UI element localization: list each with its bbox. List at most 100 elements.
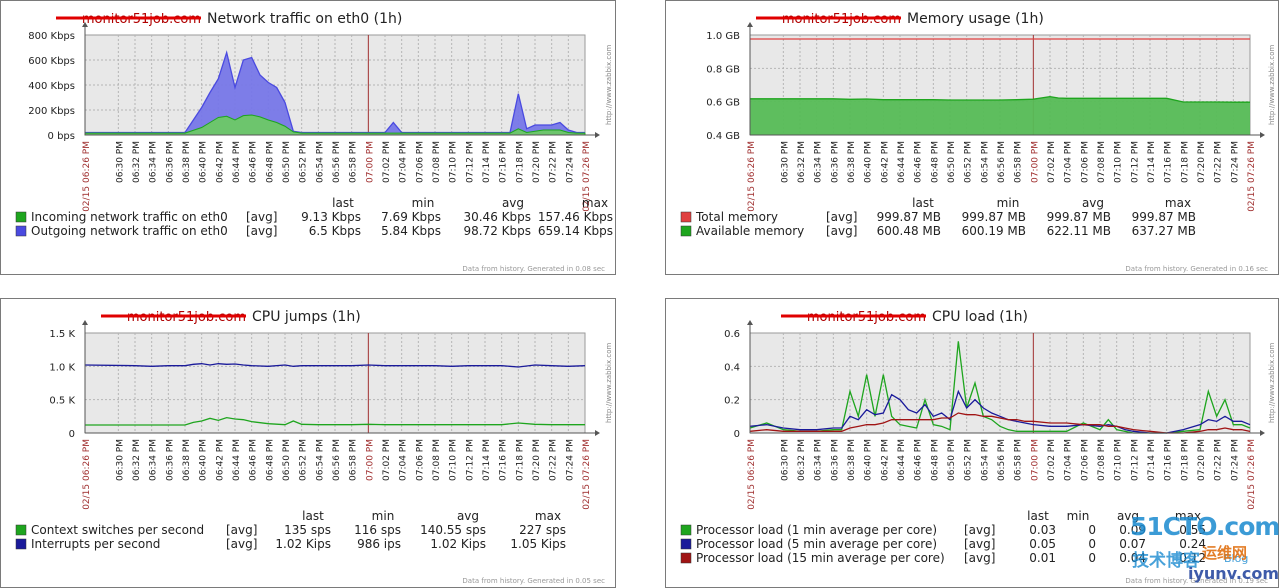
legend-header-min: min [997,196,1020,210]
x-tick-label: 07:20 PM [532,439,542,481]
x-tick-label: 07:02 PM [382,141,392,183]
x-tick-label: 06:48 PM [930,141,940,183]
y-tick-label: 1.0 K [49,362,75,373]
chart-panel-network: monitor51job.comNetwork traffic on eth0 … [0,0,616,275]
x-tick-label: 07:02 PM [382,439,392,481]
y-tick-label: 0.8 GB [706,64,740,75]
x-tick-label: 07:10 PM [449,439,459,481]
legend-avg: 999.87 MB [1047,210,1111,224]
y-tick-label: 0.6 [724,329,740,340]
x-tick-label: 06:34 PM [814,141,824,183]
x-tick-label: 07:00 PM [365,141,375,183]
x-tick-label: 07:12 PM [465,141,475,183]
x-tick-label: 06:50 PM [282,141,292,183]
x-tick-label: 07:24 PM [565,439,575,481]
legend-swatch [15,211,27,223]
y-tick-label: 0 bps [48,131,75,142]
watermark-sub4: iyunv.com [1188,564,1279,583]
x-tick-label: 06:34 PM [149,439,159,481]
y-tick-label: 800 Kbps [28,31,75,42]
legend-max: 0.12 [1179,551,1206,565]
x-tick-label: 07:08 PM [432,439,442,481]
legend-max: 0.55 [1179,523,1206,537]
x-tick-label: 06:46 PM [914,141,924,183]
y-tick-label: 200 Kbps [28,106,75,117]
legend-series-name: Incoming network traffic on eth0 [31,210,228,224]
chart-footer: Data from history. Generated in 0.16 sec [1125,265,1268,273]
x-tick-label: 06:44 PM [897,439,907,481]
x-tick-label: 02/15 07:26 PM [1247,141,1257,212]
legend-min: 7.69 Kbps [381,210,441,224]
y-axis-arrow [82,320,88,325]
x-tick-label: 02/15 07:26 PM [582,141,592,212]
y-tick-label: 400 Kbps [28,81,75,92]
x-tick-label: 07:10 PM [449,141,459,183]
x-tick-label: 07:16 PM [1164,439,1174,481]
x-axis-arrow [1260,132,1265,138]
legend-last: 6.5 Kbps [309,224,361,238]
x-tick-label: 07:12 PM [1130,439,1140,481]
legend-header-avg: avg [502,196,524,210]
x-tick-label: 06:54 PM [980,439,990,481]
y-tick-label: 1.0 GB [706,31,740,42]
legend-avg: 1.02 Kips [430,537,486,551]
legend-header-last: last [1027,509,1049,523]
x-tick-label: 06:30 PM [115,439,125,481]
series-line [85,417,585,426]
legend-series-name: Processor load (1 min average per core) [696,523,937,537]
x-tick-label: 02/15 06:26 PM [82,141,92,212]
x-tick-label: 06:38 PM [847,439,857,481]
legend-avg: 140.55 sps [420,523,486,537]
legend-min: 0 [1088,523,1096,537]
legend-avg: 30.46 Kbps [463,210,531,224]
x-tick-label: 06:46 PM [249,141,259,183]
x-tick-label: 07:10 PM [1114,141,1124,183]
legend-function: [avg] [246,224,277,238]
chart-title-group: monitor51job.comCPU jumps (1h) [101,309,361,325]
x-tick-label: 07:06 PM [1080,141,1090,183]
x-tick-label: 06:54 PM [980,141,990,183]
legend-avg: 0.07 [1119,537,1146,551]
legend-swatch [680,538,692,550]
x-tick-label: 07:06 PM [415,141,425,183]
legend-header-max: max [582,196,608,210]
legend-function: [avg] [826,210,857,224]
x-tick-label: 07:06 PM [1080,439,1090,481]
x-tick-label: 06:32 PM [797,439,807,481]
x-tick-label: 07:04 PM [1064,141,1074,183]
legend-header-avg: avg [457,509,479,523]
x-tick-label: 07:16 PM [1164,141,1174,183]
x-tick-label: 07:22 PM [1214,439,1224,481]
x-tick-label: 06:34 PM [149,141,159,183]
legend-header-avg: avg [1082,196,1104,210]
x-axis-arrow [1260,430,1265,436]
chart-footer: Data from history. Generated in 0.08 sec [462,265,605,273]
chart-title: Network traffic on eth0 (1h) [207,11,402,27]
legend-series-name: Available memory [696,224,804,238]
series-line [84,363,586,368]
legend-header-last: last [302,509,324,523]
y-tick-label: 0.4 GB [706,131,740,142]
legend-function: [avg] [826,224,857,238]
y-tick-label: 0.6 GB [706,98,740,109]
series-area [750,96,1250,135]
x-tick-label: 06:58 PM [1014,439,1024,481]
x-tick-label: 06:38 PM [847,141,857,183]
x-tick-label: 06:58 PM [349,439,359,481]
chart-panel-cpujumps: monitor51job.comCPU jumps (1h) 02/15 06:2… [0,298,616,588]
x-tick-label: 06:44 PM [897,141,907,183]
x-tick-label: 07:18 PM [1180,141,1190,183]
side-url-text: http://www.zabbix.com [1268,45,1276,125]
series-area-incoming [84,114,586,136]
side-url-text: http://www.zabbix.com [605,343,613,423]
chart-title: Memory usage (1h) [907,11,1044,27]
legend-avg: 0.04 [1119,551,1146,565]
cpu-jumps-chart: monitor51job.comCPU jumps (1h) 02/15 06:2… [15,309,613,585]
x-tick-label: 06:36 PM [830,141,840,183]
chart-title-group: monitor51job.comMemory usage (1h) [756,11,1044,27]
watermark-main: 51CTO.com [1130,512,1279,541]
network-traffic-chart: monitor51job.comNetwork traffic on eth0 … [15,11,613,273]
x-tick-label: 06:40 PM [199,439,209,481]
x-tick-label: 07:10 PM [1114,439,1124,481]
x-tick-label: 06:40 PM [864,141,874,183]
